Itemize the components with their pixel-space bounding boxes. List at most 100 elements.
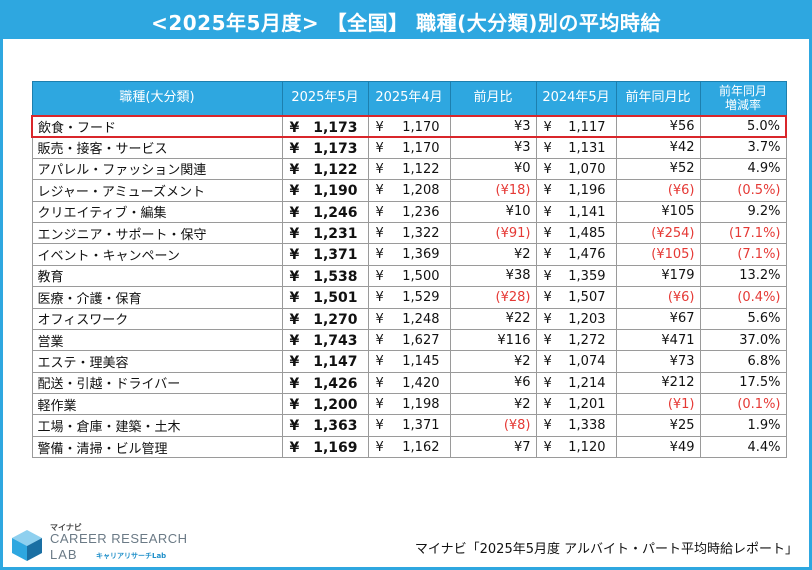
currency-symbol: ¥	[289, 225, 300, 242]
apr2025-cell: ¥1,420	[367, 371, 451, 395]
yoy-cell: ¥25	[615, 414, 701, 437]
apr2025-cell: ¥1,369	[367, 243, 451, 266]
currency-symbol: ¥	[375, 332, 384, 348]
currency-symbol: ¥	[543, 161, 552, 177]
may2024-cell: ¥1,141	[535, 200, 617, 223]
yoy-cell: (¥105)	[615, 243, 701, 266]
yoy-rate-cell: 17.5%	[699, 371, 787, 395]
currency-symbol: ¥	[375, 161, 384, 177]
currency-symbol: ¥	[543, 332, 552, 348]
yoy-cell: ¥105	[615, 200, 701, 223]
may2024-cell-value: 1,272	[568, 332, 606, 348]
mom-cell: ¥2	[449, 243, 537, 266]
header-yoy: 前年同月比	[615, 81, 701, 116]
may2025-cell-value: 1,371	[313, 247, 358, 264]
category-cell: エンジニア・サポート・保守	[31, 221, 283, 245]
may2025-cell: ¥1,173	[281, 114, 369, 138]
currency-symbol: ¥	[375, 225, 384, 241]
mom-cell: ¥3	[449, 136, 537, 159]
yoy-rate-cell: 1.9%	[699, 414, 787, 437]
chart-title: <2025年5月度> 【全国】 職種(大分類)別の平均時給	[3, 3, 809, 39]
category-cell: レジャー・アミューズメント	[31, 179, 283, 202]
may2024-cell-value: 1,485	[568, 225, 606, 241]
table-row: 軽作業 ¥1,200 ¥1,198 ¥2 ¥1,201 (¥1) (0.1%)	[31, 393, 787, 416]
may2024-cell: ¥1,131	[535, 136, 617, 159]
category-cell: イベント・キャンペーン	[31, 243, 283, 266]
table-row: 教育 ¥1,538 ¥1,500 ¥38 ¥1,359 ¥179 13.2%	[31, 264, 787, 288]
currency-symbol: ¥	[289, 332, 300, 349]
may2025-cell: ¥1,743	[281, 328, 369, 352]
may2025-cell-value: 1,246	[313, 204, 358, 221]
may2025-cell: ¥1,501	[281, 286, 369, 309]
may2024-cell-value: 1,338	[568, 418, 606, 434]
yoy-cell: ¥73	[615, 350, 701, 373]
apr2025-cell-value: 1,198	[402, 397, 440, 413]
mom-cell: ¥6	[449, 371, 537, 395]
yoy-cell: ¥67	[615, 307, 701, 330]
mom-cell: ¥2	[449, 393, 537, 416]
may2025-cell: ¥1,200	[281, 393, 369, 416]
may2024-cell-value: 1,070	[568, 161, 606, 177]
apr2025-cell-value: 1,236	[402, 204, 440, 220]
currency-symbol: ¥	[289, 247, 300, 264]
currency-symbol: ¥	[289, 119, 300, 136]
yoy-cell: ¥52	[615, 157, 701, 181]
yoy-rate-cell: 37.0%	[699, 328, 787, 352]
category-cell: 軽作業	[31, 393, 283, 416]
table-row: 飲食・フード ¥1,173 ¥1,170 ¥3 ¥1,117 ¥56 5.0%	[31, 114, 787, 138]
may2025-cell: ¥1,371	[281, 243, 369, 266]
cube-logo-icon	[12, 530, 42, 561]
category-cell: 販売・接客・サービス	[31, 136, 283, 159]
may2024-cell: ¥1,214	[535, 371, 617, 395]
currency-symbol: ¥	[289, 161, 300, 178]
may2024-cell: ¥1,074	[535, 350, 617, 373]
apr2025-cell-value: 1,529	[402, 290, 440, 306]
may2025-cell-value: 1,231	[313, 225, 358, 242]
apr2025-cell-value: 1,371	[402, 418, 440, 434]
header-row: 職種(大分類) 2025年5月 2025年4月 前月比 2024年5月 前年同月…	[31, 81, 787, 116]
apr2025-cell: ¥1,208	[367, 179, 451, 202]
may2025-cell: ¥1,246	[281, 200, 369, 223]
apr2025-cell: ¥1,122	[367, 157, 451, 181]
table-row: イベント・キャンペーン ¥1,371 ¥1,369 ¥2 ¥1,476 (¥105) (7.…	[31, 243, 787, 266]
may2024-cell-value: 1,196	[568, 183, 606, 199]
yoy-cell: ¥471	[615, 328, 701, 352]
may2024-cell: ¥1,338	[535, 414, 617, 437]
currency-symbol: ¥	[375, 247, 384, 263]
may2025-cell: ¥1,270	[281, 307, 369, 330]
apr2025-cell-value: 1,170	[402, 140, 440, 156]
table-row: 営業 ¥1,743 ¥1,627 ¥116 ¥1,272 ¥471 37.0%	[31, 328, 787, 352]
table-row: アパレル・ファッション関連 ¥1,122 ¥1,122 ¥0 ¥1,070 ¥52 4.9%	[31, 157, 787, 181]
may2024-cell-value: 1,203	[568, 311, 606, 327]
apr2025-cell-value: 1,170	[402, 119, 440, 135]
may2025-cell-value: 1,426	[313, 375, 358, 392]
category-cell: 飲食・フード	[31, 114, 283, 138]
apr2025-cell-value: 1,145	[402, 354, 440, 370]
may2024-cell: ¥1,476	[535, 243, 617, 266]
yoy-rate-cell: 5.0%	[699, 114, 787, 138]
may2025-cell-value: 1,169	[313, 439, 358, 456]
yoy-cell: (¥254)	[615, 221, 701, 245]
may2024-cell-value: 1,201	[568, 397, 606, 413]
currency-symbol: ¥	[289, 375, 300, 392]
currency-symbol: ¥	[375, 119, 384, 135]
currency-symbol: ¥	[543, 439, 552, 455]
mom-cell: ¥116	[449, 328, 537, 352]
may2025-cell-value: 1,147	[313, 354, 358, 371]
category-cell: オフィスワーク	[31, 307, 283, 330]
category-cell: 医療・介護・保育	[31, 286, 283, 309]
mom-cell: (¥18)	[449, 179, 537, 202]
currency-symbol: ¥	[543, 311, 552, 327]
logo-lab-text: LAB	[50, 547, 78, 562]
may2024-cell-value: 1,074	[568, 354, 606, 370]
currency-symbol: ¥	[543, 247, 552, 263]
currency-symbol: ¥	[289, 140, 300, 157]
may2024-cell: ¥1,359	[535, 264, 617, 288]
may2024-cell-value: 1,476	[568, 247, 606, 263]
header-category: 職種(大分類)	[31, 81, 283, 116]
apr2025-cell-value: 1,369	[402, 247, 440, 263]
table-row: 配送・引越・ドライバー ¥1,426 ¥1,420 ¥6 ¥1,214 ¥212 17.5%	[31, 371, 787, 395]
header-may2024: 2024年5月	[535, 81, 617, 116]
category-cell: 工場・倉庫・建築・土木	[31, 414, 283, 437]
may2024-cell: ¥1,070	[535, 157, 617, 181]
